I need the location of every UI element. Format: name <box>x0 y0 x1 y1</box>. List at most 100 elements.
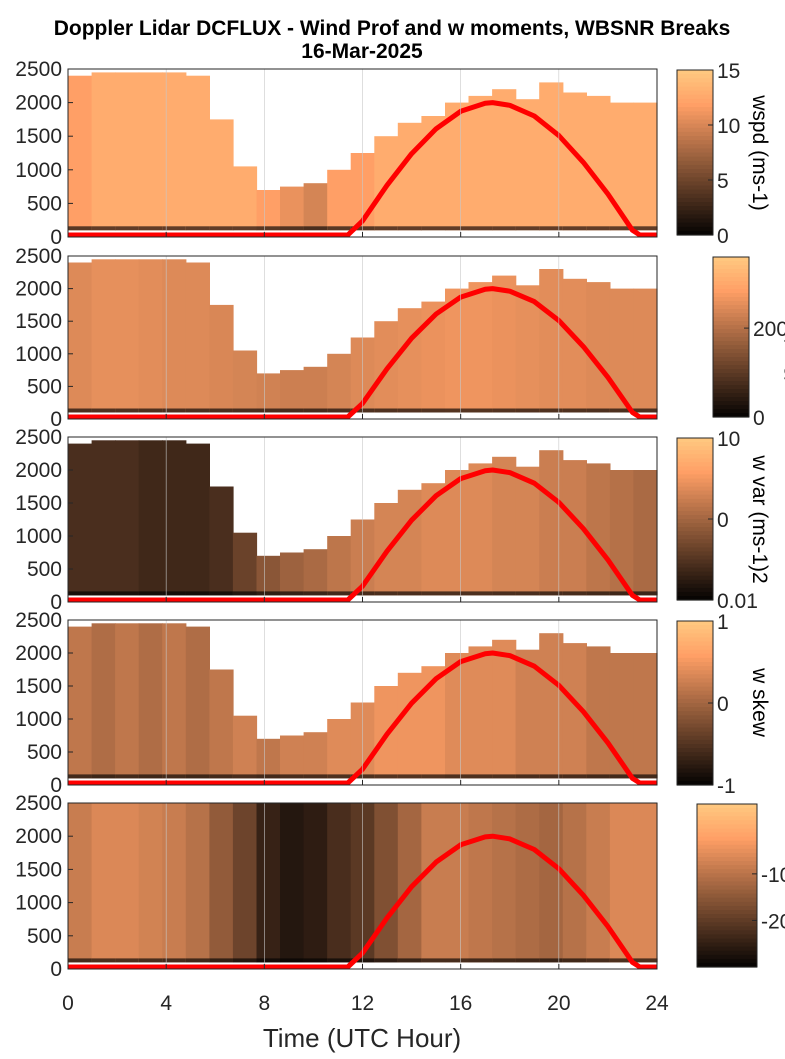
colorbar-segment <box>713 361 749 366</box>
heatmap-cell <box>280 774 305 779</box>
y-tick-label: 1500 <box>15 492 62 515</box>
colorbar-segment <box>713 389 749 394</box>
heatmap-cell <box>68 443 93 596</box>
colorbar-segment <box>713 373 749 378</box>
colorbar-segment <box>677 486 713 492</box>
colorbar-segment <box>677 555 713 561</box>
heatmap-cell <box>185 958 210 963</box>
heatmap-cell <box>445 591 470 596</box>
colorbar-segment <box>677 575 713 581</box>
colorbar-segment <box>677 177 713 182</box>
colorbar-segment <box>697 893 757 899</box>
heatmap-cell <box>115 623 140 779</box>
colorbar-segment <box>677 173 713 178</box>
y-tick-label: 1000 <box>15 159 62 182</box>
heatmap-cell <box>138 623 163 779</box>
colorbar-segment <box>677 571 713 577</box>
heatmap-cell <box>232 532 258 596</box>
heatmap-cell <box>256 190 281 231</box>
solar-curve-line <box>68 286 657 420</box>
heatmap-cell <box>468 646 493 779</box>
heatmap-cell <box>421 591 446 596</box>
solar-curve-line <box>68 833 657 970</box>
heatmap-cell <box>303 549 328 596</box>
panel-wspd: 0 500 1000 1500 2000 2500 0 5 10 15 wspd (ms-1) <box>15 58 771 249</box>
heatmap-cell <box>397 489 422 596</box>
colorbar-segment <box>697 938 757 944</box>
colorbar-segment <box>713 257 749 262</box>
axes-frame <box>67 255 658 420</box>
colorbar-segment <box>677 587 713 593</box>
solar-curve-line <box>68 100 657 238</box>
colorbar-segment <box>677 107 713 112</box>
heatmap-cell <box>232 408 258 413</box>
heatmap-cell <box>232 958 258 963</box>
heatmap-cell <box>256 738 281 779</box>
colorbar-segment <box>677 653 713 659</box>
heatmap-cell <box>162 259 187 413</box>
colorbar-segment <box>677 583 713 589</box>
heatmap-cell <box>445 102 470 231</box>
colorbar-segment <box>713 281 749 286</box>
colorbar-segment <box>677 735 713 741</box>
axes-frame <box>67 436 658 603</box>
colorbar-segment <box>677 450 713 455</box>
colorbar-segment <box>677 645 713 651</box>
colorbar-tick-label: 0.01 <box>717 590 758 613</box>
heatmap-cell <box>115 72 140 231</box>
heatmap-cell <box>492 639 517 779</box>
heatmap-cell <box>468 95 493 231</box>
colorbar-segment <box>677 214 713 220</box>
y-tick-label: 0 <box>50 774 62 797</box>
colorbar-segment <box>677 515 713 520</box>
heatmap-cell <box>421 226 446 231</box>
colorbar-segment <box>677 690 713 696</box>
colorbar-segment <box>677 760 713 766</box>
colorbar-segment <box>713 369 749 374</box>
colorbar-segment <box>677 78 713 83</box>
colorbar-segment <box>677 666 713 671</box>
colorbar-segment <box>713 401 749 406</box>
heatmap-cell <box>115 803 140 963</box>
heatmap-cell <box>68 75 93 231</box>
heatmap-cell <box>397 308 422 413</box>
colorbar-segment <box>677 478 713 484</box>
heatmap-cell <box>421 803 446 963</box>
colorbar-segment <box>677 719 713 725</box>
colorbar-segment <box>677 519 713 524</box>
heatmap-cell <box>91 259 116 413</box>
x-tick-label: 4 <box>160 992 172 1015</box>
heatmap-cell <box>350 408 375 413</box>
colorbar-tick-label: 10 <box>717 115 740 138</box>
colorbar-segment <box>677 462 713 467</box>
heatmap-cell <box>445 803 470 963</box>
heatmap-cell <box>209 119 234 231</box>
heatmap-cell <box>374 226 399 231</box>
heatmap-cell <box>515 99 540 231</box>
colorbar-segment <box>697 848 757 854</box>
colorbar-segment <box>713 341 749 346</box>
colorbar-tick-label: -10 <box>761 864 785 887</box>
heatmap-cell <box>468 803 493 963</box>
heatmap-cell <box>162 623 187 779</box>
heatmap-cell <box>209 669 234 779</box>
colorbar-segment <box>713 353 749 358</box>
colorbar-segment <box>713 293 749 298</box>
heatmap-cell <box>374 958 399 963</box>
colorbar-segment <box>713 277 749 282</box>
y-tick-label: 0 <box>50 408 62 431</box>
colorbar-segment <box>677 98 713 104</box>
heatmap-cell <box>327 774 352 779</box>
colorbar-segment <box>677 131 713 137</box>
colorbar-segment <box>677 103 713 108</box>
colorbar-segment <box>697 918 757 923</box>
heatmap-cell <box>185 774 210 779</box>
colorbar-segment <box>677 506 713 512</box>
colorbar-segment <box>697 881 757 887</box>
colorbar-segment <box>677 591 713 597</box>
colorbar-segment <box>677 494 713 500</box>
heatmap-cell <box>586 463 611 596</box>
heatmap-cell <box>185 591 210 596</box>
colorbar-tick-label: 1 <box>717 611 729 634</box>
chart-title: Doppler Lidar DCFLUX - Wind Prof and w m… <box>54 17 731 40</box>
